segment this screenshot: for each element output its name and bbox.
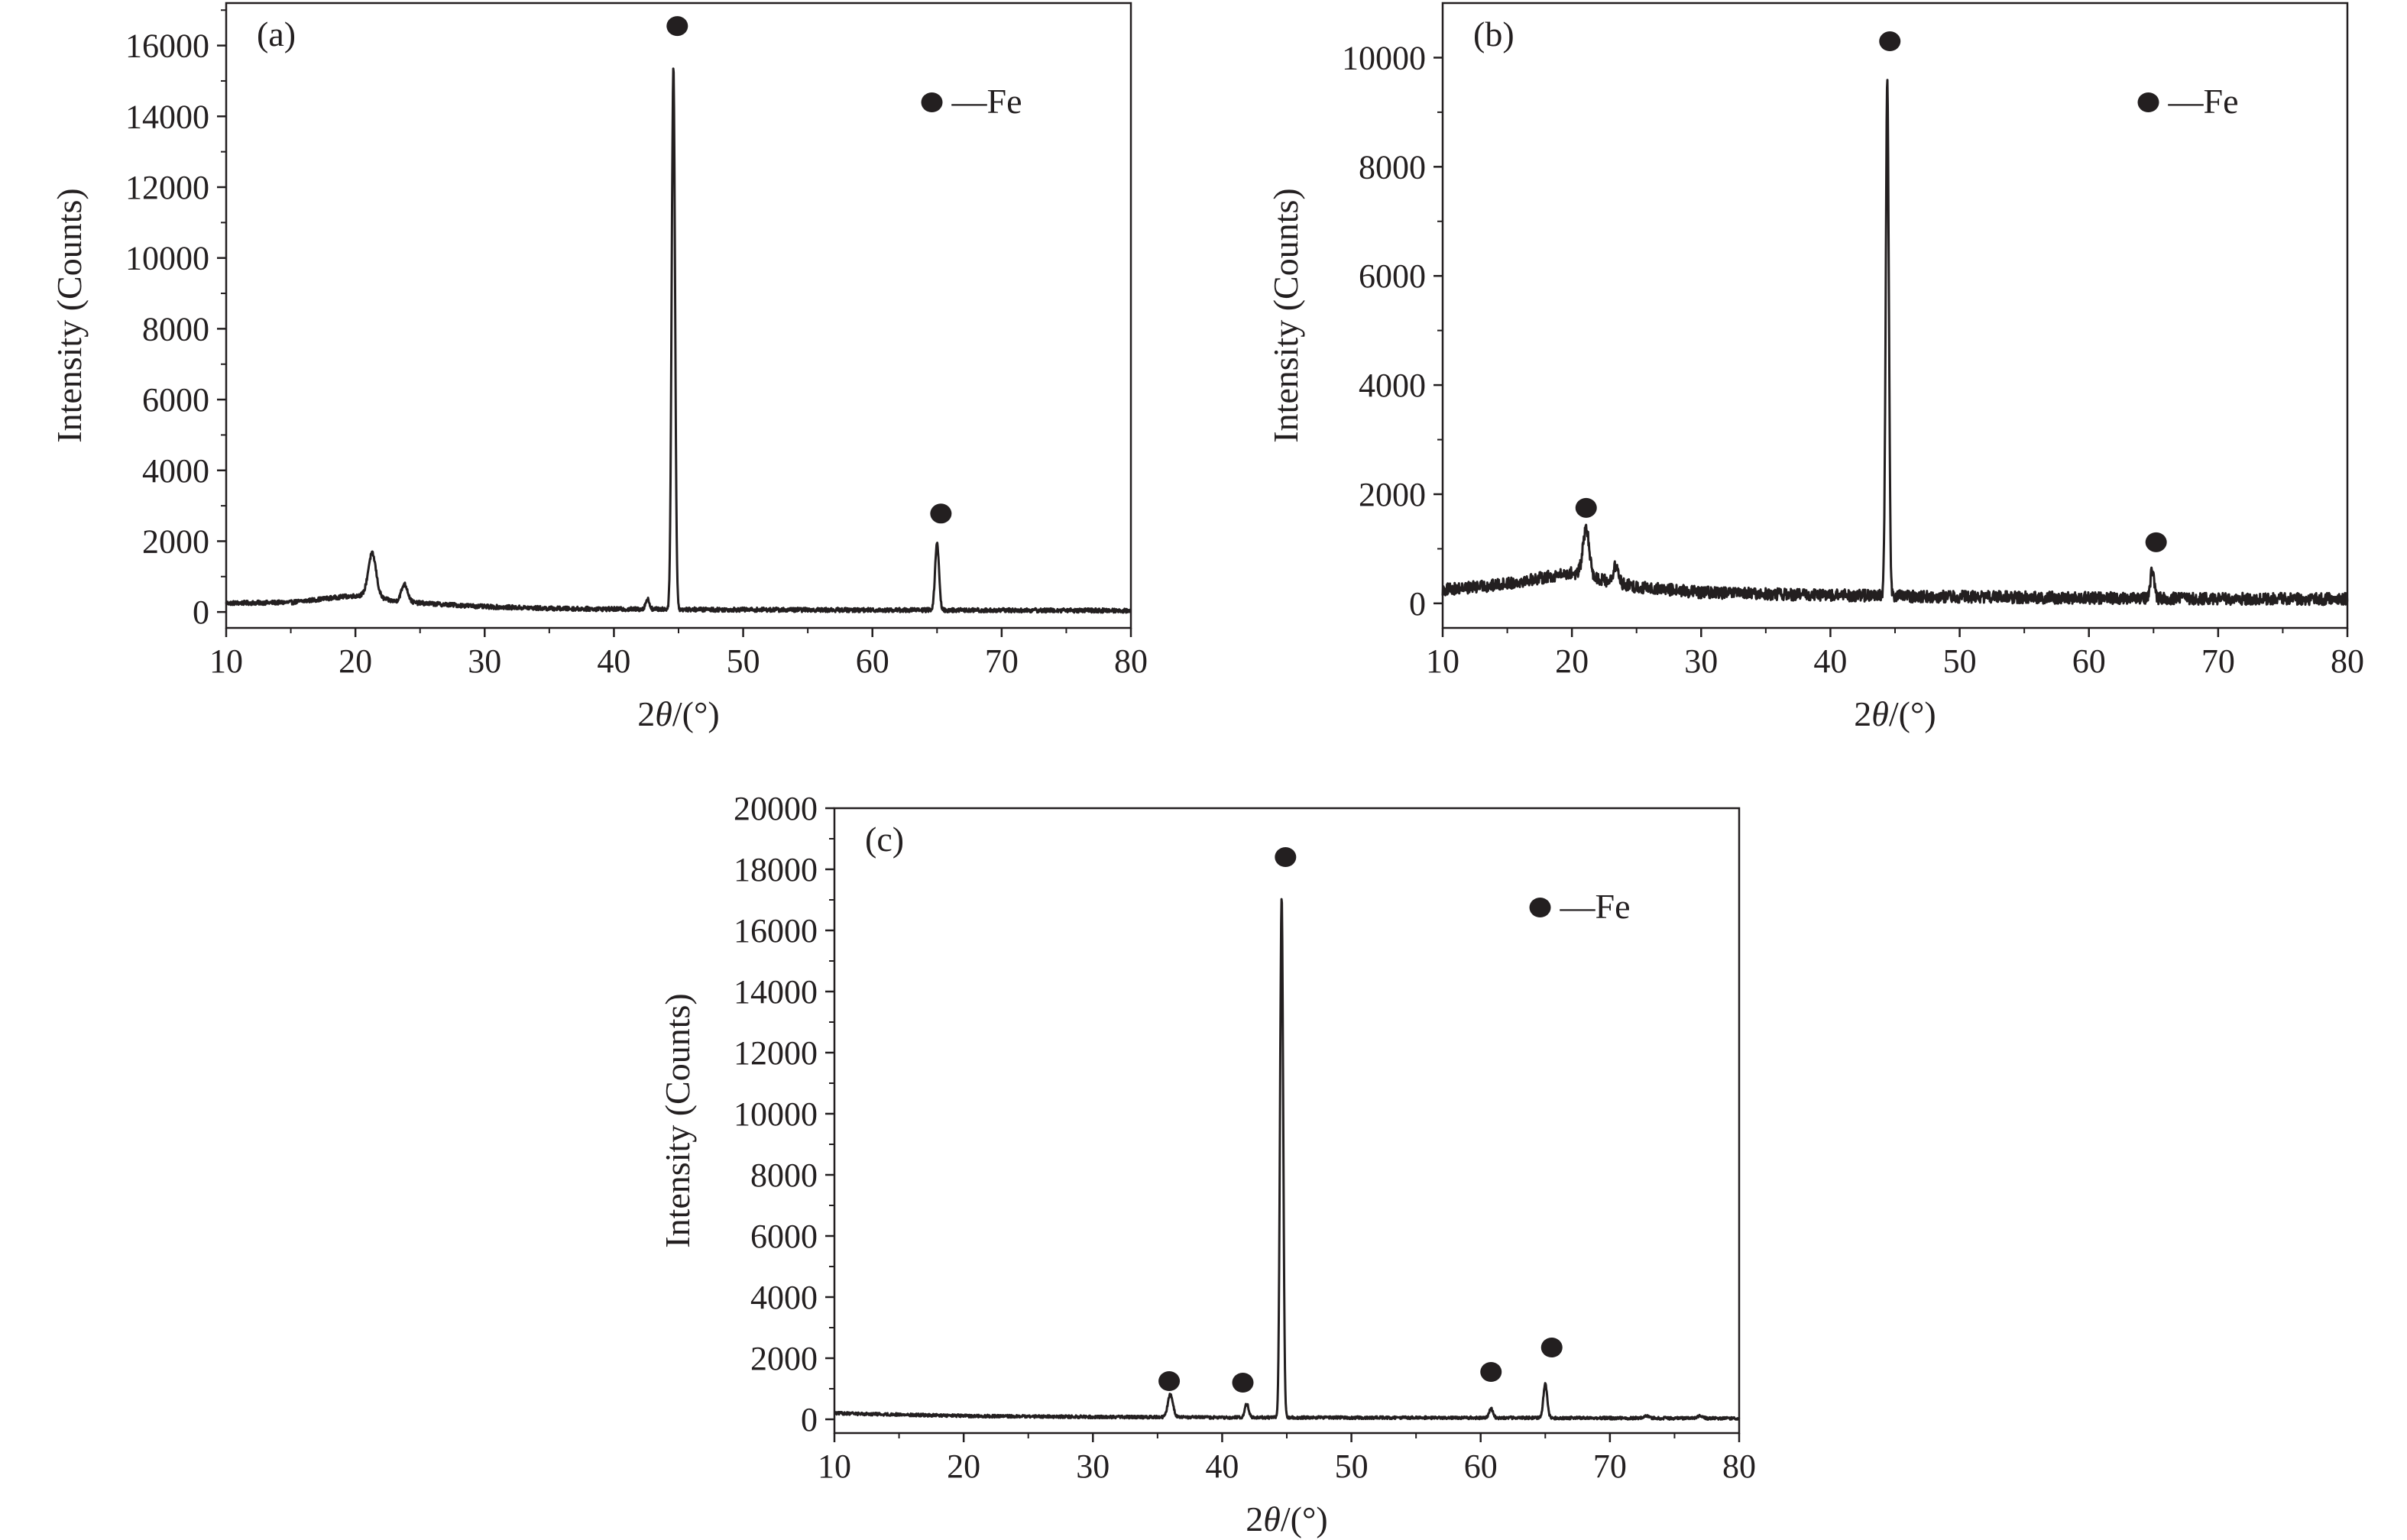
y-tick-label: 8000 <box>750 1157 818 1194</box>
y-tick-label: 8000 <box>142 310 209 348</box>
legend-label: —Fe <box>1560 887 1631 926</box>
panel-label: (c) <box>865 820 904 859</box>
y-tick-label: 12000 <box>734 1034 818 1072</box>
x-tick-label: 20 <box>339 642 372 680</box>
y-tick-label: 8000 <box>1359 148 1426 186</box>
fe-peak-marker <box>1480 1362 1502 1382</box>
y-axis-title: Intensity (Counts) <box>658 993 697 1247</box>
legend-marker <box>1529 898 1551 917</box>
y-tick-label: 14000 <box>125 98 209 135</box>
y-tick-label: 6000 <box>1359 257 1426 295</box>
y-tick-label: 4000 <box>750 1279 818 1316</box>
x-tick-label: 80 <box>1114 642 1148 680</box>
y-tick-label: 0 <box>1409 585 1426 623</box>
y-tick-label: 10000 <box>125 240 209 277</box>
x-axis-title: 2θ/(°) <box>1854 694 1936 733</box>
x-tick-label: 70 <box>2201 642 2235 680</box>
x-tick-label: 80 <box>1722 1448 1756 1485</box>
diffraction-trace <box>225 67 1132 614</box>
panel-label: (a) <box>257 15 296 53</box>
y-axis-title: Intensity (Counts) <box>1266 188 1305 442</box>
y-axis-title: Intensity (Counts) <box>50 188 89 442</box>
y-tick-label: 2000 <box>750 1340 818 1377</box>
fe-peak-marker <box>2145 532 2167 552</box>
x-tick-label: 20 <box>1555 642 1589 680</box>
y-tick-label: 2000 <box>1359 476 1426 513</box>
legend-marker <box>921 92 943 112</box>
x-tick-label: 30 <box>1076 1448 1110 1485</box>
fe-peak-marker <box>1575 497 1597 518</box>
y-tick-label: 4000 <box>1359 367 1426 404</box>
fe-peak-marker <box>666 16 688 37</box>
y-tick-label: 0 <box>801 1401 818 1438</box>
x-axis-title-suffix: /(°) <box>1281 1500 1328 1538</box>
fe-peak-marker <box>1158 1371 1181 1391</box>
x-axis-title-prefix: 2 <box>1854 694 1871 733</box>
panel-a: 10 20 30 40 50 60 70 80 0 2000 4000 6000 8000 10000 12… <box>50 2 1148 733</box>
x-axis-title: 2θ/(°) <box>637 694 719 733</box>
y-tick-label: 14000 <box>734 973 818 1011</box>
x-tick-label: 30 <box>1684 642 1718 680</box>
panel-b: 10 20 30 40 50 60 70 80 0 2000 4000 6000 8000 10000 2θ… <box>1266 2 2364 733</box>
y-tick-label: 0 <box>193 594 209 631</box>
x-tick-label: 70 <box>1593 1448 1627 1485</box>
legend-label: —Fe <box>2168 82 2239 121</box>
x-tick-label: 80 <box>2331 642 2364 680</box>
x-axis-title-prefix: 2 <box>1246 1500 1263 1538</box>
fe-peak-marker <box>1540 1338 1563 1357</box>
x-tick-label: 10 <box>1426 642 1459 680</box>
x-axis-title-suffix: /(°) <box>672 694 720 733</box>
x-tick-label: 60 <box>856 642 889 680</box>
y-tick-label: 18000 <box>734 851 818 888</box>
panel-c: 10 20 30 40 50 60 70 80 0 2000 4000 6000 8000 10000 12… <box>658 790 1756 1538</box>
x-axis-title-suffix: /(°) <box>1889 694 1936 733</box>
fe-peak-marker <box>930 503 952 524</box>
y-tick-label: 12000 <box>125 169 209 206</box>
x-tick-label: 50 <box>1943 642 1977 680</box>
x-tick-label: 10 <box>209 642 243 680</box>
legend-label: —Fe <box>951 82 1022 121</box>
x-axis-title: 2θ/(°) <box>1246 1500 1327 1538</box>
y-tick-label: 10000 <box>734 1095 818 1133</box>
x-tick-label: 40 <box>597 642 630 680</box>
fe-peak-marker <box>1232 1373 1254 1393</box>
x-tick-label: 20 <box>947 1448 980 1485</box>
y-tick-label: 16000 <box>734 912 818 950</box>
panel-label: (b) <box>1473 15 1514 53</box>
x-axis-title-symbol: θ <box>1263 1500 1281 1538</box>
x-axis-title-prefix: 2 <box>637 694 655 733</box>
x-tick-label: 60 <box>1464 1448 1498 1485</box>
y-tick-label: 6000 <box>142 381 209 419</box>
x-tick-label: 30 <box>468 642 501 680</box>
y-tick-label: 20000 <box>734 790 818 827</box>
x-tick-label: 40 <box>1205 1448 1239 1485</box>
x-tick-label: 50 <box>1335 1448 1369 1485</box>
x-tick-label: 10 <box>818 1448 851 1485</box>
y-tick-label: 4000 <box>142 452 209 490</box>
legend-marker <box>2137 92 2159 112</box>
x-tick-label: 50 <box>727 642 760 680</box>
fe-peak-marker <box>1879 31 1901 52</box>
diffraction-trace <box>1441 79 2349 607</box>
x-tick-label: 60 <box>2072 642 2106 680</box>
x-axis-title-symbol: θ <box>1871 694 1889 733</box>
y-tick-label: 16000 <box>125 28 209 65</box>
x-tick-label: 40 <box>1813 642 1847 680</box>
y-tick-label: 10000 <box>1342 39 1426 76</box>
diffraction-trace <box>833 898 1741 1421</box>
x-tick-label: 70 <box>985 642 1019 680</box>
y-tick-label: 2000 <box>142 522 209 560</box>
y-tick-label: 6000 <box>750 1218 818 1255</box>
fe-peak-marker <box>1275 847 1297 867</box>
x-axis-title-symbol: θ <box>655 694 672 733</box>
